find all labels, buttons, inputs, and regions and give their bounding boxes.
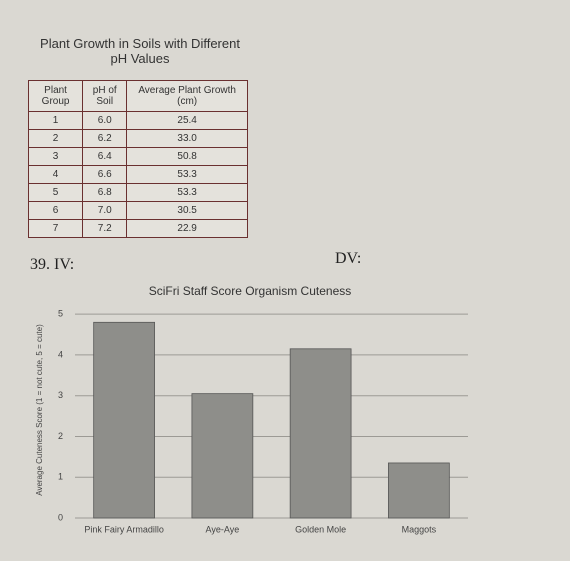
y-axis-label: Average Cuteness Score (1 = not cute, 5 … <box>35 324 44 496</box>
table-cell: 6.0 <box>82 111 128 130</box>
table-cell: 50.8 <box>126 147 248 166</box>
table-cell: 33.0 <box>126 129 248 148</box>
table-row: 1 6.0 25.4 <box>27 111 248 130</box>
y-tick-label: 1 <box>58 472 63 482</box>
chart-title: SciFri Staff Score Organism Cuteness <box>149 284 352 298</box>
bar <box>191 393 254 519</box>
table-cell: 25.4 <box>126 111 248 130</box>
table-cell: 30.5 <box>126 201 248 220</box>
bar <box>388 462 450 519</box>
table-cell: 6.2 <box>82 129 128 148</box>
table-cell: 7.0 <box>82 201 128 220</box>
table-cell: 1 <box>27 111 84 130</box>
table-cell: 2 <box>27 129 84 148</box>
table-cell: 53.3 <box>126 183 248 202</box>
y-tick-label: 4 <box>58 349 63 359</box>
table-cell: 6.6 <box>82 165 128 184</box>
y-tick-label: 2 <box>58 431 63 441</box>
bar <box>93 321 155 519</box>
dv-label: DV: <box>335 250 362 267</box>
table-cell: 4 <box>27 165 84 184</box>
x-tick-label: Pink Fairy Armadillo <box>84 524 164 534</box>
table-cell: 5 <box>27 183 84 202</box>
header-cell: Plant Group <box>27 80 84 112</box>
table-cell: 7 <box>27 219 84 238</box>
header-cell: Average Plant Growth (cm) <box>126 80 248 112</box>
table-cell: 3 <box>27 147 84 166</box>
header-cell: pH of Soil <box>82 80 128 112</box>
table-row: 7 7.2 22.9 <box>27 219 248 238</box>
table-row: 3 6.4 50.8 <box>27 147 248 166</box>
data-table: Plant Group pH of Soil Average Plant Growt… <box>27 80 248 238</box>
x-tick-label: Maggots <box>402 524 437 534</box>
table-row: 6 7.0 30.5 <box>27 201 248 220</box>
question-label: 39. IV: <box>30 256 75 273</box>
y-tick-label: 3 <box>58 390 63 400</box>
table-title: Plant Growth in Soils with Different pH … <box>40 36 240 66</box>
bar <box>289 348 352 519</box>
table-cell: 6.4 <box>82 147 128 166</box>
table-cell: 53.3 <box>126 165 248 184</box>
table-row: 4 6.6 53.3 <box>27 165 248 184</box>
x-tick-label: Golden Mole <box>295 524 346 534</box>
y-tick-label: 5 <box>58 309 63 319</box>
table-cell: 7.2 <box>82 219 128 238</box>
table-cell: 6.8 <box>82 183 128 202</box>
chart: SciFri Staff Score Organism Cuteness Ave… <box>35 284 468 534</box>
table-row: 5 6.8 53.3 <box>27 183 248 202</box>
table-row: 2 6.2 33.0 <box>27 129 248 148</box>
x-tick-label: Aye-Aye <box>206 524 240 534</box>
table-cell: 6 <box>27 201 84 220</box>
y-tick-label: 0 <box>58 512 63 522</box>
table-cell: 22.9 <box>126 219 248 238</box>
